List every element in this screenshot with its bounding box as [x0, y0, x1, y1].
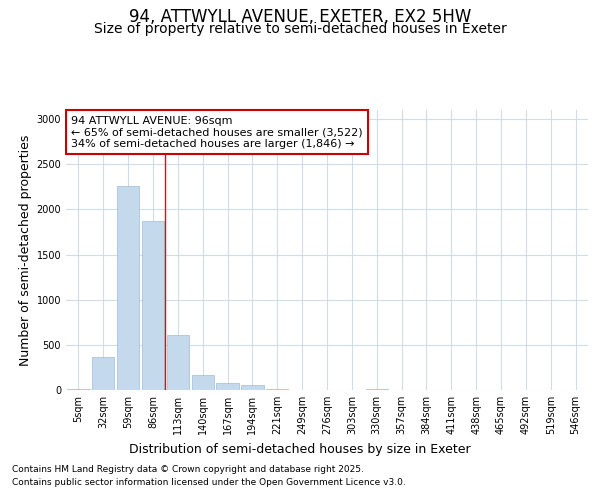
Text: 94 ATTWYLL AVENUE: 96sqm
← 65% of semi-detached houses are smaller (3,522)
34% o: 94 ATTWYLL AVENUE: 96sqm ← 65% of semi-d…	[71, 116, 363, 149]
Bar	[266, 388, 289, 390]
Bar	[217, 383, 239, 390]
Text: Contains public sector information licensed under the Open Government Licence v3: Contains public sector information licen…	[12, 478, 406, 487]
Text: Contains HM Land Registry data © Crown copyright and database right 2025.: Contains HM Land Registry data © Crown c…	[12, 466, 364, 474]
Bar	[167, 335, 189, 390]
Y-axis label: Number of semi-detached properties: Number of semi-detached properties	[19, 134, 32, 366]
Text: Distribution of semi-detached houses by size in Exeter: Distribution of semi-detached houses by …	[129, 442, 471, 456]
Bar	[142, 221, 164, 390]
Bar	[241, 386, 263, 390]
Text: 94, ATTWYLL AVENUE, EXETER, EX2 5HW: 94, ATTWYLL AVENUE, EXETER, EX2 5HW	[129, 8, 471, 26]
Bar	[92, 356, 115, 390]
Bar	[365, 388, 388, 390]
Bar	[191, 374, 214, 390]
Bar	[67, 389, 89, 390]
Text: Size of property relative to semi-detached houses in Exeter: Size of property relative to semi-detach…	[94, 22, 506, 36]
Bar	[117, 186, 139, 390]
